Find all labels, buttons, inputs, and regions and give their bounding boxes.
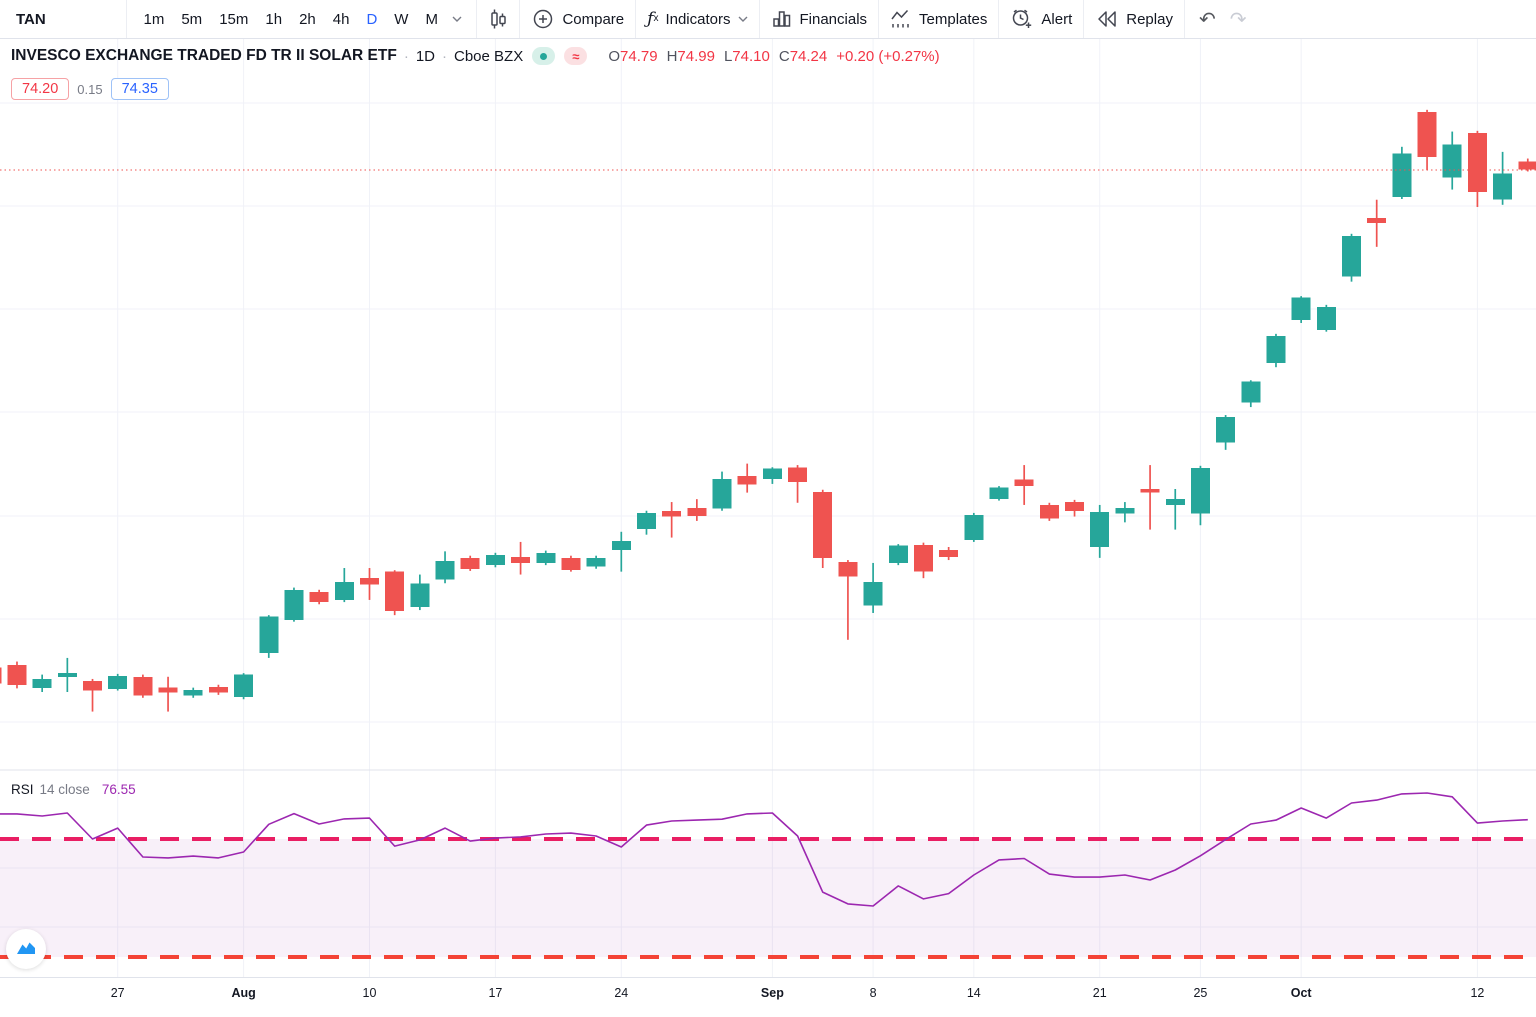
- compare-label: Compare: [562, 10, 625, 28]
- legend-separator: ·: [442, 47, 447, 65]
- close-value: 74.24: [789, 47, 828, 65]
- toolbar-separator: [635, 0, 637, 38]
- financials-button[interactable]: Financials: [760, 4, 879, 34]
- legend-interval: 1D: [415, 47, 435, 65]
- alert-button[interactable]: Alert: [999, 4, 1083, 34]
- compare-button[interactable]: Compare: [520, 4, 635, 34]
- templates-label: Templates: [919, 10, 988, 28]
- redo-button: ↷: [1229, 7, 1247, 31]
- open-value: 74.79: [620, 47, 658, 65]
- timeframe-5m[interactable]: 5m: [181, 10, 203, 28]
- rsi-band: [0, 839, 1536, 957]
- templates-button[interactable]: Templates: [879, 4, 998, 34]
- ohlc-values: O74.79 H74.99 L74.10 C74.24 +0.20 (+0.27…: [608, 48, 939, 65]
- candlestick-style-icon: [486, 7, 510, 31]
- indicators-label: Indicators: [665, 10, 731, 28]
- time-axis-label: 14: [966, 986, 981, 1000]
- time-axis-label: 17: [488, 986, 503, 1000]
- chart-style-button[interactable]: [477, 4, 519, 34]
- timeframe-1m[interactable]: 1m: [143, 10, 165, 28]
- symbol-button[interactable]: TAN: [0, 0, 126, 38]
- legend-exchange: Cboe BZX: [454, 47, 524, 65]
- toolbar-separator: [476, 0, 478, 38]
- tradingview-logo[interactable]: [6, 929, 46, 969]
- time-axis-label: 21: [1092, 986, 1107, 1000]
- rsi-line: [0, 792, 1528, 907]
- tradingview-mountain-icon: [17, 942, 35, 954]
- symbol-legend: INVESCO EXCHANGE TRADED FD TR II SOLAR E…: [11, 47, 940, 65]
- time-axis-label: Sep: [760, 986, 784, 1000]
- low-label: L: [723, 47, 733, 65]
- time-axis-label: 10: [362, 986, 377, 1000]
- time-axis-label: Oct: [1290, 986, 1312, 1000]
- candles-layer: [0, 109, 1536, 712]
- rsi-indicator-name[interactable]: RSI: [11, 782, 34, 797]
- close-label: C: [778, 47, 790, 65]
- sell-bid-button[interactable]: 74.20: [11, 78, 70, 100]
- market-status-pill[interactable]: [532, 47, 556, 65]
- timeframe-1h[interactable]: 1h: [265, 10, 283, 28]
- financials-bars-icon: [771, 8, 793, 30]
- market-open-dot-icon: [540, 52, 548, 60]
- alert-clock-plus-icon: [1010, 7, 1034, 31]
- toolbar-separator: [758, 0, 760, 38]
- time-axis-label: 25: [1193, 986, 1208, 1000]
- symbol-label: TAN: [16, 10, 46, 28]
- open-label: O: [608, 47, 621, 65]
- buy-ask-button[interactable]: 74.35: [110, 78, 169, 100]
- rsi-params: 14 close: [39, 782, 90, 797]
- templates-zigzag-icon: [890, 8, 912, 30]
- indicators-chevron-down-icon: [738, 16, 748, 22]
- toolbar-separator: [1083, 0, 1085, 38]
- toolbar-separator: [519, 0, 521, 38]
- timeframe-group: 1m 5m 15m 1h 2h 4h D W M: [127, 0, 476, 38]
- timeframe-1w[interactable]: W: [394, 10, 409, 28]
- spread-value: 0.15: [77, 81, 103, 97]
- top-toolbar: TAN 1m 5m 15m 1h 2h 4h D W M: [0, 0, 1536, 39]
- time-axis-label: 12: [1470, 986, 1485, 1000]
- replay-button[interactable]: Replay: [1084, 4, 1184, 34]
- timeframe-1m-month[interactable]: M: [425, 10, 438, 28]
- alert-label: Alert: [1041, 10, 1073, 28]
- toolbar-separator: [878, 0, 880, 38]
- time-axis-label: 24: [614, 986, 629, 1000]
- delayed-data-pill[interactable]: ≈: [564, 47, 588, 65]
- toolbar-separator: [1183, 0, 1185, 38]
- toolbar-separator: [126, 0, 127, 38]
- rsi-current-value: 76.55: [101, 782, 136, 797]
- time-axis[interactable]: 27 Aug 10 17 24 Sep 8 14 21 25 Oct 12: [0, 977, 1536, 1017]
- time-axis-label: Aug: [231, 986, 256, 1000]
- high-label: H: [666, 47, 678, 65]
- timeframe-2h[interactable]: 2h: [299, 10, 316, 28]
- replay-rewind-icon: [1095, 7, 1119, 31]
- compare-plus-icon: [531, 7, 555, 31]
- replay-label: Replay: [1126, 10, 1173, 28]
- history-controls: ↶ ↷: [1185, 9, 1261, 29]
- change-value: +0.20 (+0.27%): [836, 47, 940, 65]
- toolbar-separator: [998, 0, 1000, 38]
- timeframe-1d[interactable]: D: [366, 10, 378, 28]
- undo-button[interactable]: ↶: [1198, 7, 1216, 31]
- time-axis-label: 8: [869, 986, 877, 1000]
- rsi-legend: RSI 14 close 76.55: [11, 782, 136, 797]
- low-value: 74.10: [732, 47, 770, 65]
- symbol-title[interactable]: INVESCO EXCHANGE TRADED FD TR II SOLAR E…: [11, 47, 397, 64]
- high-value: 74.99: [677, 47, 715, 65]
- timeframe-4h[interactable]: 4h: [332, 10, 350, 28]
- legend-separator: ·: [403, 47, 409, 65]
- time-axis-label: 27: [110, 986, 125, 1000]
- timeframe-menu-chevron-down-icon[interactable]: [446, 16, 468, 22]
- timeframe-15m[interactable]: 15m: [219, 10, 249, 28]
- financials-label: Financials: [799, 10, 868, 28]
- bid-ask-row: 74.20 0.15 74.35: [11, 78, 169, 100]
